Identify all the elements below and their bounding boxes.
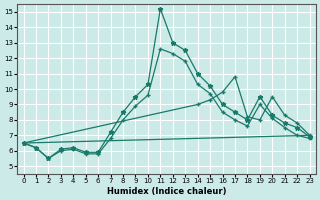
X-axis label: Humidex (Indice chaleur): Humidex (Indice chaleur) (107, 187, 226, 196)
